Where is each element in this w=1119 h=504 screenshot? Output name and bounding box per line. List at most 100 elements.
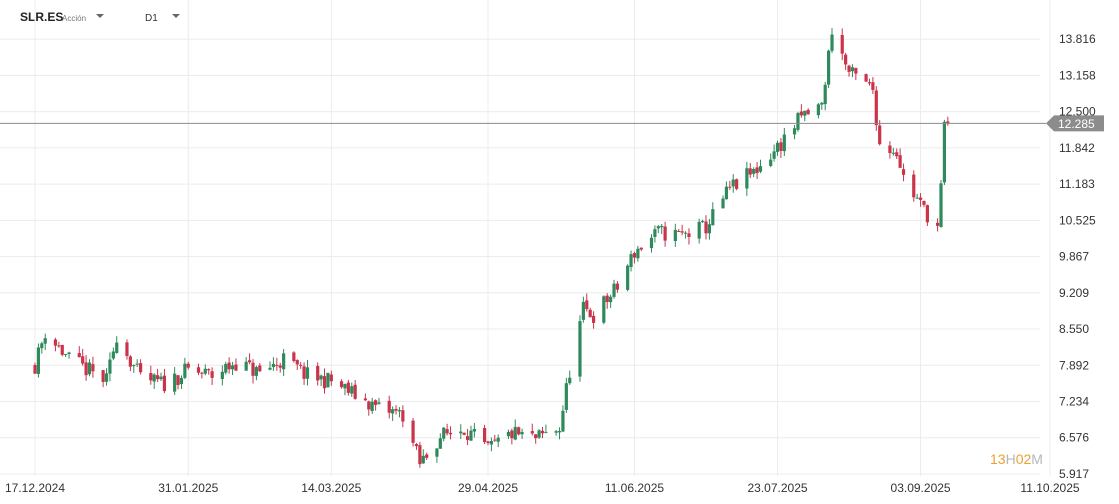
candle-body (820, 102, 824, 105)
candle-body (377, 402, 381, 404)
candle-body (414, 444, 419, 447)
candle-body (895, 152, 899, 157)
candle-body (844, 54, 848, 65)
candle-body (544, 432, 548, 434)
candle-body (295, 360, 299, 365)
candle-body (878, 125, 882, 145)
candle-body (796, 113, 800, 130)
x-tick-label: 11.10.2025 (1020, 481, 1079, 495)
candle-body (677, 230, 681, 232)
candle-body (513, 426, 517, 440)
candle-body (636, 248, 640, 259)
current-price-label: 12.285 (1058, 117, 1095, 131)
chart-toolbar: SLR.ES Acción D1 (0, 0, 1119, 34)
candle-body (353, 384, 357, 399)
candle-body (316, 365, 320, 381)
candle-body (397, 410, 402, 412)
candle-body (649, 237, 654, 249)
candle-body (251, 362, 255, 376)
candle-body (173, 373, 177, 392)
timeframe-selector[interactable]: D1 (145, 13, 158, 24)
candle-body (922, 200, 926, 205)
y-tick-label: 13.158 (1059, 68, 1096, 82)
symbol-label[interactable]: SLR.ES (20, 10, 64, 24)
candle-body (728, 186, 732, 188)
candle-body (203, 368, 207, 374)
timeframe-dropdown-chevron-icon[interactable] (172, 14, 180, 18)
candle-body (91, 364, 95, 372)
candle-body (152, 374, 156, 382)
instrument-type-label: Acción (62, 14, 87, 23)
candle-body (925, 205, 929, 223)
countdown-minutes: 02 (1015, 451, 1032, 467)
candle-body (609, 296, 613, 303)
candle-body (758, 166, 763, 172)
candle-body (537, 430, 541, 438)
candle-body (731, 179, 735, 187)
symbol-dropdown-chevron-icon[interactable] (96, 14, 104, 18)
candle-body (367, 401, 371, 410)
candle-body (162, 375, 167, 392)
candle-body (779, 142, 783, 151)
y-tick-label: 9.867 (1059, 250, 1089, 264)
candle-body (84, 362, 88, 376)
candle-body (823, 84, 827, 105)
candle-body (370, 401, 374, 412)
candle-body (697, 221, 701, 239)
candle-body (87, 362, 92, 375)
candle-body (602, 296, 606, 323)
candle-body (506, 431, 511, 437)
candle-body (234, 364, 238, 371)
candle-body (663, 226, 667, 241)
y-tick-label: 13.816 (1059, 32, 1096, 46)
candle-body (81, 356, 85, 364)
candle-body (57, 345, 61, 347)
candle-body (40, 343, 44, 349)
candle-body (874, 90, 878, 126)
candle-body (653, 229, 657, 238)
y-tick-label: 11.842 (1059, 141, 1095, 155)
candle-body (612, 283, 616, 297)
x-tick-label: 31.01.2025 (158, 481, 218, 495)
candle-body (871, 82, 875, 90)
candle-body (125, 342, 129, 357)
candle-body (268, 367, 272, 370)
candle-body (591, 315, 596, 323)
candle-body (258, 365, 262, 372)
candle-body (254, 367, 258, 376)
candle-body (660, 225, 664, 228)
candle-body (683, 232, 688, 234)
candle-body (534, 434, 538, 439)
candle-body (496, 437, 500, 442)
candle-body (387, 400, 391, 413)
candle-body (540, 430, 545, 434)
candle-body (200, 372, 204, 374)
candle-body (752, 168, 756, 174)
candle-body (554, 431, 558, 433)
candle-body (36, 347, 41, 374)
candle-body (482, 427, 487, 442)
candle-body (864, 74, 868, 82)
candle-body (561, 410, 565, 432)
y-tick-label: 7.892 (1059, 358, 1089, 372)
countdown-hours: 13 (990, 451, 1006, 467)
candle-body (128, 356, 132, 367)
candle-body (343, 383, 347, 389)
candle-body (568, 377, 572, 384)
candle-body (486, 441, 490, 443)
candle-body (275, 364, 279, 366)
candle-body (632, 253, 637, 258)
x-tick-label: 17.12.2024 (5, 481, 65, 495)
candle-body (854, 67, 858, 74)
y-tick-label: 12.500 (1059, 105, 1096, 119)
candle-body (135, 363, 139, 365)
candle-body (462, 432, 466, 435)
countdown-minutes-unit: M (1031, 451, 1043, 467)
candle-body (585, 300, 589, 310)
candle-body (711, 209, 715, 226)
candle-countdown: 13H02M (990, 451, 1043, 467)
candle-body (230, 365, 235, 370)
candle-body (244, 361, 248, 371)
candle-body (493, 439, 497, 441)
